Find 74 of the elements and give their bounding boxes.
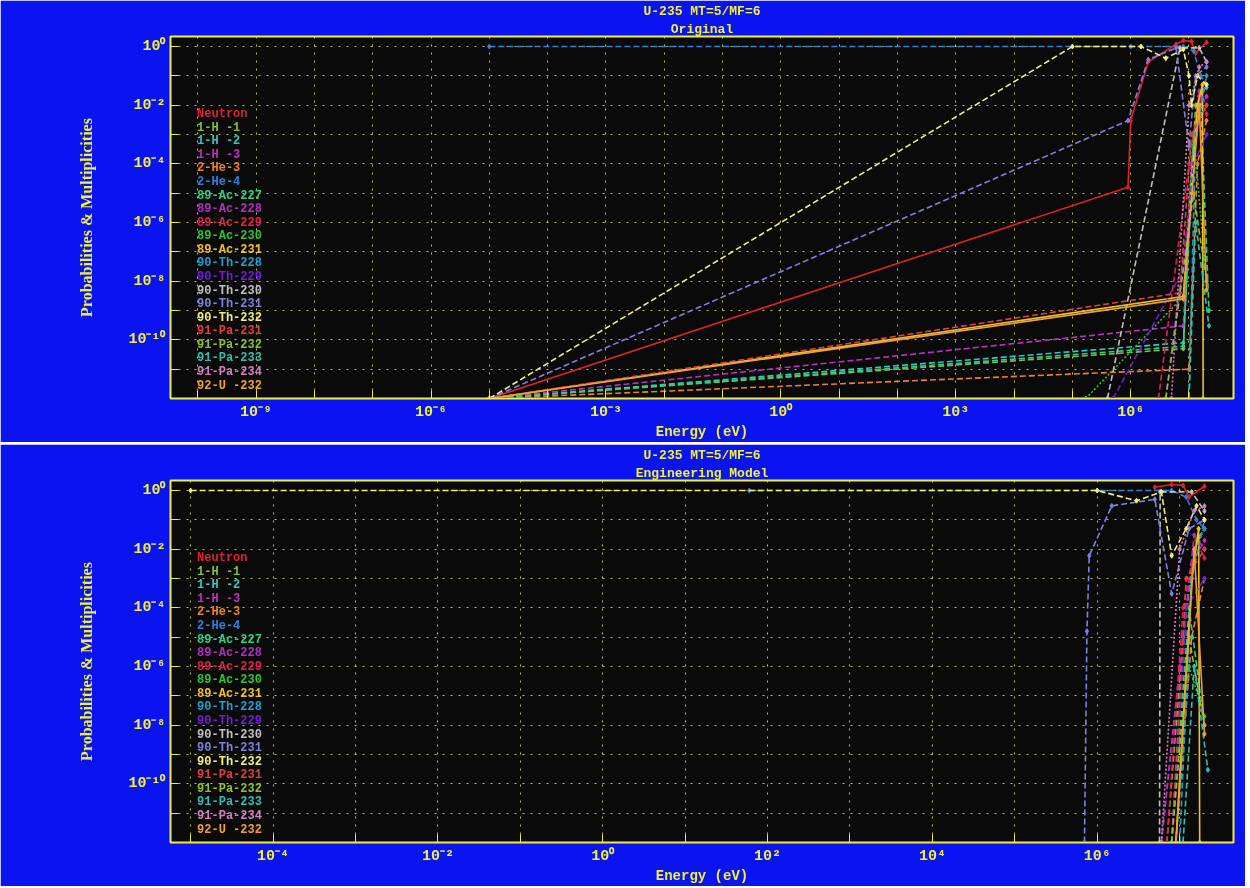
text: 90-Th-229	[197, 714, 262, 729]
y-tick-label: 10⁻¹⁰	[128, 773, 167, 793]
y-tick-label: 10⁻⁴	[133, 155, 166, 173]
text: Neutron	[197, 107, 248, 122]
text: 91-Pa-233	[197, 351, 262, 366]
x-tick-label: 10⁻³	[589, 403, 622, 421]
y-tick-label: 10⁻⁸	[133, 272, 166, 290]
x-tick-label: 10⁻²	[421, 847, 454, 865]
text: 91-Pa-232	[197, 337, 262, 352]
text: 90-Th-232	[197, 310, 262, 325]
chart-subtitle: Engineering Model	[635, 465, 769, 481]
text: 1-H -3	[197, 147, 241, 162]
text: 1-H -1	[197, 564, 241, 579]
x-tick-label: 10⁶	[1117, 403, 1145, 421]
text: 1-H -2	[197, 134, 241, 149]
text: 89-Ac-229	[197, 215, 262, 230]
x-tick-label: 10⁰	[591, 845, 616, 865]
y-tick-label: 10⁻⁶	[133, 658, 166, 676]
y-axis-title: Probabilities & Multiplicities	[78, 118, 97, 317]
text: 89-Ac-228	[197, 646, 262, 661]
y-tick-label: 10⁰	[142, 36, 167, 56]
chart-subtitle: Original	[670, 21, 734, 37]
chart-title: U-235 MT=5/MF=6	[643, 3, 761, 19]
text: 1-H -3	[197, 591, 241, 606]
text: 90-Th-232	[197, 754, 262, 769]
text: 2-He-3	[197, 605, 241, 620]
text: 92-U -232	[197, 822, 262, 837]
x-tick-label: 10⁶	[1083, 847, 1111, 865]
text: 2-He-3	[197, 161, 241, 176]
y-tick-label: 10⁰	[142, 480, 167, 500]
text: 2-He-4	[197, 174, 241, 189]
text: 91-Pa-231	[197, 768, 262, 783]
text: 1-H -1	[197, 120, 241, 135]
text: 89-Ac-229	[197, 659, 262, 674]
text: 89-Ac-231	[197, 242, 262, 257]
text: 89-Ac-228	[197, 202, 262, 217]
y-tick-label: 10⁻²	[133, 540, 166, 558]
text: 89-Ac-227	[197, 188, 262, 203]
x-tick-label: 10⁻⁴	[257, 847, 290, 865]
text: 2-He-4	[197, 618, 241, 633]
text: 89-Ac-230	[197, 673, 262, 688]
y-axis-title: Probabilities & Multiplicities	[78, 562, 97, 761]
text: 89-Ac-227	[197, 632, 262, 647]
text: 1-H -2	[197, 578, 241, 593]
text: 91-Pa-233	[197, 795, 262, 810]
y-tick-label: 10⁻⁸	[133, 716, 166, 734]
text: 90-Th-231	[197, 297, 262, 312]
y-tick-label: 10⁻⁴	[133, 599, 166, 617]
text: 90-Th-228	[197, 700, 262, 715]
text: 91-Pa-232	[197, 781, 262, 796]
text: Neutron	[197, 551, 248, 566]
x-axis-title: Energy (eV)	[655, 867, 749, 884]
text: 90-Th-231	[197, 741, 262, 756]
chart-title: U-235 MT=5/MF=6	[643, 447, 761, 463]
y-tick-label: 10⁻¹⁰	[128, 329, 167, 349]
text: 92-U -232	[197, 378, 262, 393]
text: 89-Ac-231	[197, 686, 262, 701]
x-tick-label: 10³	[942, 403, 970, 421]
text: 90-Th-229	[197, 270, 262, 285]
text: 89-Ac-230	[197, 229, 262, 244]
x-tick-label: 10⁻⁶	[415, 403, 448, 421]
x-axis-title: Energy (eV)	[655, 423, 749, 440]
text: 91-Pa-234	[197, 365, 262, 380]
x-tick-label: 10⁰	[769, 401, 794, 421]
text: 90-Th-230	[197, 283, 262, 298]
y-tick-label: 10⁻²	[133, 96, 166, 114]
x-tick-label: 10⁻⁹	[240, 403, 273, 421]
x-tick-label: 10²	[754, 847, 782, 865]
x-tick-label: 10⁴	[918, 847, 946, 865]
text: 90-Th-230	[197, 727, 262, 742]
y-tick-label: 10⁻⁶	[133, 214, 166, 232]
text: 90-Th-228	[197, 256, 262, 271]
text: 91-Pa-234	[197, 809, 262, 824]
text: 91-Pa-231	[197, 324, 262, 339]
